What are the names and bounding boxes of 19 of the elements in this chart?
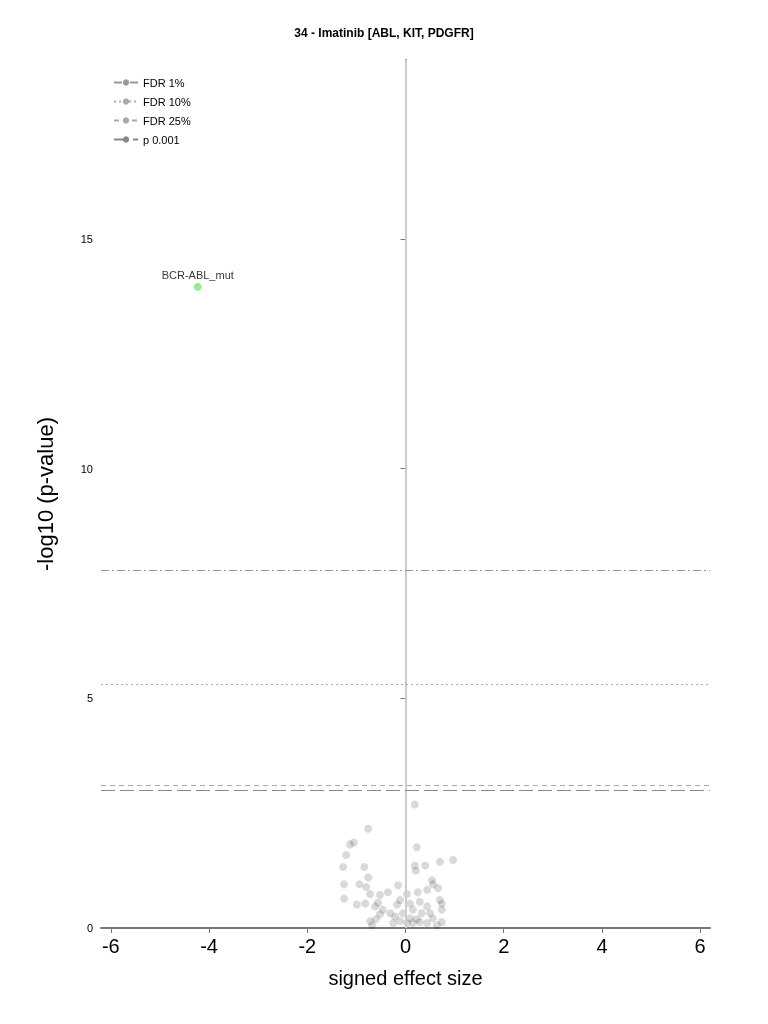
legend-label: p 0.001 xyxy=(143,133,180,146)
x-tick-label: 4 xyxy=(596,935,608,957)
x-tick-label: 2 xyxy=(498,935,510,957)
x-tick-label: -2 xyxy=(298,935,317,957)
x-tick-label: -6 xyxy=(101,935,120,957)
x-tick-label: 0 xyxy=(399,935,412,957)
y-tick-label: 15 xyxy=(80,233,93,246)
y-tick-label: 5 xyxy=(86,692,93,705)
x-tick-label: 6 xyxy=(694,935,706,957)
annotation: BCR-ABL_mut xyxy=(161,269,234,282)
legend-label: FDR 1% xyxy=(143,76,185,89)
legend-label: FDR 10% xyxy=(143,95,191,108)
x-axis-title: signed effect size xyxy=(328,967,483,989)
y-tick-label: 10 xyxy=(80,462,93,475)
y-axis-title: -log10 (p-value) xyxy=(32,416,58,572)
x-tick-label: -4 xyxy=(200,935,218,957)
legend-label: FDR 25% xyxy=(143,114,191,127)
y-tick-label: 0 xyxy=(86,922,93,934)
chart-title: 34 - Imatinib [ABL, KIT, PDGFR] xyxy=(294,26,474,40)
